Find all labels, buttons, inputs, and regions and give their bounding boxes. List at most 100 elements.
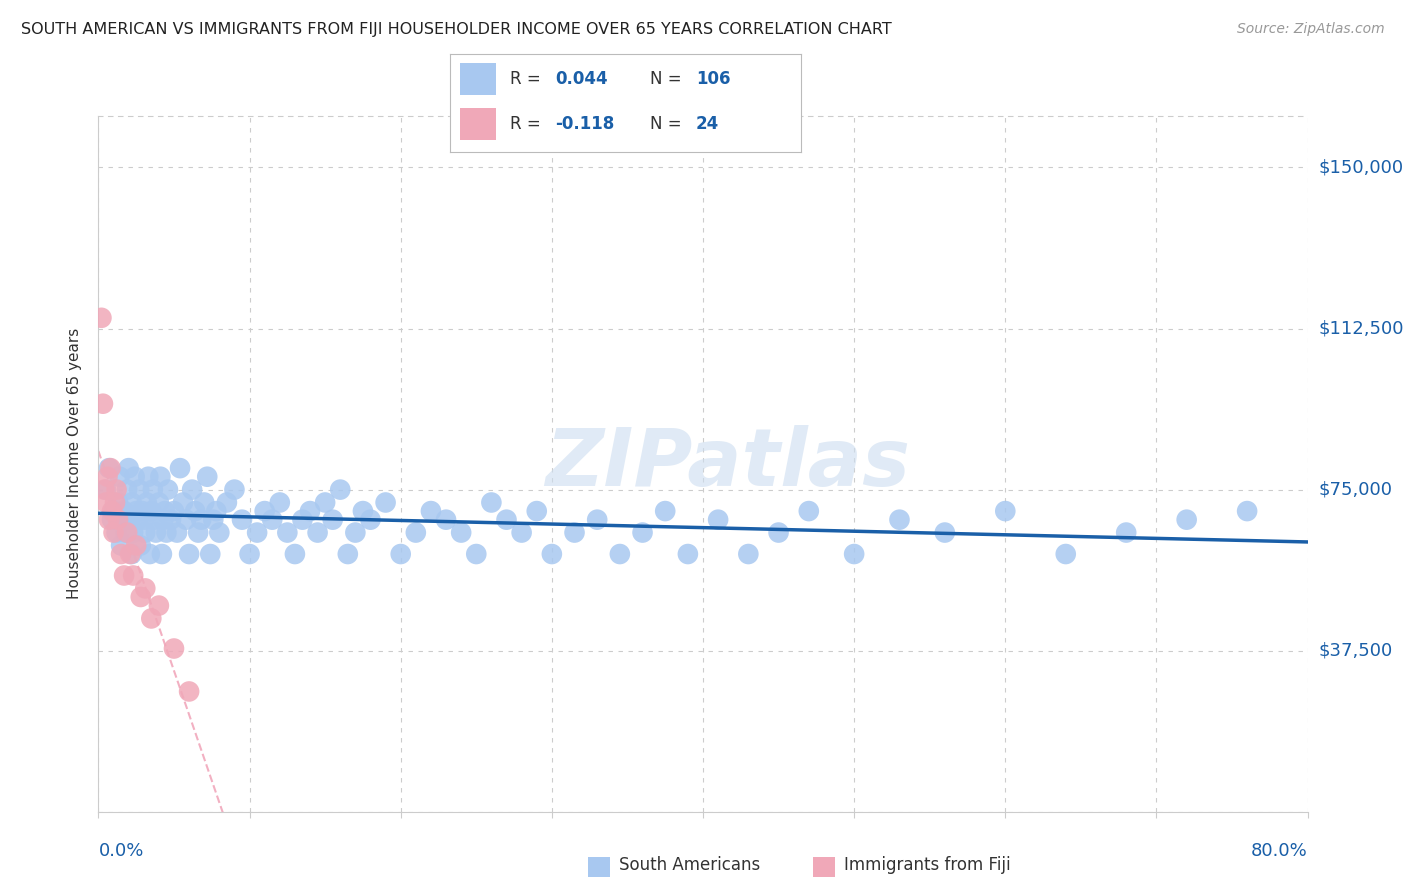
Point <box>90 310 112 325</box>
Point <box>994 504 1017 518</box>
Point <box>163 641 186 656</box>
Point <box>118 461 141 475</box>
Point <box>136 469 159 483</box>
Text: ZIPatlas: ZIPatlas <box>544 425 910 503</box>
Point <box>110 538 132 552</box>
Point <box>187 525 209 540</box>
Point <box>526 504 548 518</box>
Point <box>120 547 142 561</box>
Point <box>177 684 201 698</box>
Text: R =: R = <box>510 70 546 88</box>
Bar <box>461 63 496 95</box>
Point <box>495 513 517 527</box>
Point <box>195 469 218 483</box>
Bar <box>461 109 496 140</box>
Point <box>152 513 174 527</box>
Point <box>141 504 163 518</box>
Point <box>1236 504 1258 518</box>
Point <box>465 547 488 561</box>
Point <box>142 483 165 497</box>
Point <box>105 525 128 540</box>
Point <box>177 547 201 561</box>
Point <box>160 513 183 527</box>
Point <box>122 525 145 540</box>
Point <box>284 547 307 561</box>
Point <box>155 525 177 540</box>
Point <box>564 525 586 540</box>
Text: 80.0%: 80.0% <box>1251 842 1308 860</box>
Point <box>737 547 759 561</box>
Point <box>121 495 143 509</box>
Point <box>127 513 149 527</box>
Text: R =: R = <box>510 115 546 133</box>
Point <box>322 513 344 527</box>
Text: 0.0%: 0.0% <box>98 842 143 860</box>
Point <box>103 504 125 518</box>
Point <box>172 495 194 509</box>
Point <box>169 461 191 475</box>
Point <box>91 397 114 411</box>
Text: -0.118: -0.118 <box>555 115 614 133</box>
Point <box>129 538 152 552</box>
Point <box>481 495 503 509</box>
Point <box>134 525 156 540</box>
Point <box>314 495 336 509</box>
Point <box>202 513 225 527</box>
Point <box>129 590 152 604</box>
Point <box>405 525 427 540</box>
Point <box>450 525 472 540</box>
Point <box>253 504 276 518</box>
Point <box>1115 525 1137 540</box>
Point <box>389 547 412 561</box>
Point <box>307 525 329 540</box>
Point <box>94 495 117 509</box>
Point <box>246 525 269 540</box>
Point <box>139 547 162 561</box>
Point <box>108 469 131 483</box>
Point <box>112 568 135 582</box>
Point <box>215 495 238 509</box>
Point <box>104 495 127 509</box>
Point <box>153 504 176 518</box>
Point <box>121 547 143 561</box>
Point <box>768 525 790 540</box>
Point <box>654 504 676 518</box>
Point <box>205 504 228 518</box>
Text: $150,000: $150,000 <box>1319 159 1403 177</box>
Text: South Americans: South Americans <box>619 856 759 874</box>
Point <box>190 513 212 527</box>
Point <box>181 483 204 497</box>
Point <box>96 469 118 483</box>
Point <box>94 483 117 497</box>
Point <box>125 504 148 518</box>
Point <box>115 525 138 540</box>
Point <box>115 483 138 497</box>
Point <box>208 525 231 540</box>
Point <box>797 504 820 518</box>
Point <box>145 525 167 540</box>
Point <box>93 483 115 497</box>
Point <box>101 504 124 518</box>
Point <box>131 504 153 518</box>
Point <box>98 513 121 527</box>
Point <box>111 513 134 527</box>
Point <box>122 568 145 582</box>
Y-axis label: Householder Income Over 65 years: Householder Income Over 65 years <box>67 328 83 599</box>
Point <box>609 547 631 561</box>
Point <box>224 483 246 497</box>
Text: $112,500: $112,500 <box>1319 319 1405 337</box>
Text: Source: ZipAtlas.com: Source: ZipAtlas.com <box>1237 22 1385 37</box>
Point <box>707 513 730 527</box>
Point <box>141 611 163 625</box>
Point <box>124 469 146 483</box>
Point <box>112 504 135 518</box>
Text: SOUTH AMERICAN VS IMMIGRANTS FROM FIJI HOUSEHOLDER INCOME OVER 65 YEARS CORRELAT: SOUTH AMERICAN VS IMMIGRANTS FROM FIJI H… <box>21 22 891 37</box>
Point <box>105 483 128 497</box>
Point <box>360 513 382 527</box>
Point <box>269 495 291 509</box>
Point <box>419 504 441 518</box>
Point <box>540 547 562 561</box>
Point <box>676 547 699 561</box>
Point <box>239 547 262 561</box>
Point <box>156 483 179 497</box>
